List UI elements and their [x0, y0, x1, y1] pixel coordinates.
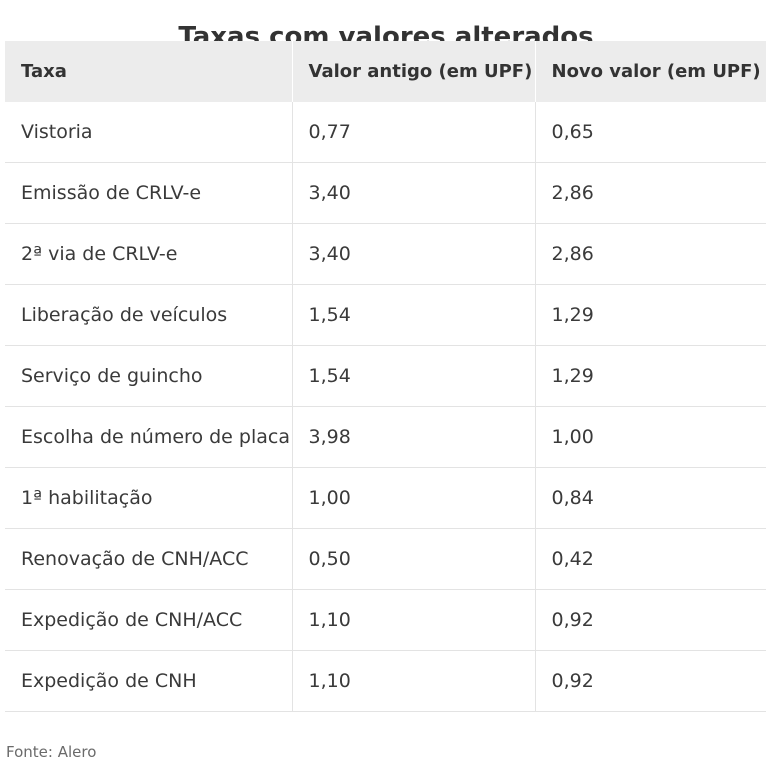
rates-table: Taxa Valor antigo (em UPF) Novo valor (e… — [5, 41, 766, 712]
table-row: Emissão de CRLV-e 3,40 2,86 — [5, 162, 766, 224]
table-row: 1ª habilitação 1,00 0,84 — [5, 467, 766, 529]
rates-table-container: Taxa Valor antigo (em UPF) Novo valor (e… — [5, 41, 766, 712]
cell-taxa: 2ª via de CRLV-e — [5, 223, 292, 285]
cell-valor-antigo: 0,50 — [291, 528, 535, 590]
cell-valor-antigo: 0,77 — [291, 102, 535, 163]
cell-novo-valor: 0,84 — [534, 467, 766, 529]
cell-novo-valor: 0,92 — [534, 650, 766, 712]
cell-taxa: Escolha de número de placa — [5, 406, 292, 468]
header-taxa: Taxa — [5, 41, 292, 102]
table-row: Escolha de número de placa 3,98 1,00 — [5, 406, 766, 468]
cell-novo-valor: 1,00 — [534, 406, 766, 468]
cell-taxa: Expedição de CNH/ACC — [5, 589, 292, 651]
cell-novo-valor: 1,29 — [534, 284, 766, 346]
cell-valor-antigo: 1,10 — [291, 589, 535, 651]
header-novo-valor: Novo valor (em UPF) — [534, 41, 766, 102]
cell-taxa: Expedição de CNH — [5, 650, 292, 712]
table-row: Expedição de CNH/ACC 1,10 0,92 — [5, 589, 766, 651]
table-body: Vistoria 0,77 0,65 Emissão de CRLV-e 3,4… — [5, 102, 766, 712]
cell-taxa: Vistoria — [5, 102, 292, 163]
cell-valor-antigo: 3,40 — [291, 162, 535, 224]
cell-taxa: Serviço de guincho — [5, 345, 292, 407]
cell-novo-valor: 2,86 — [534, 223, 766, 285]
cell-novo-valor: 1,29 — [534, 345, 766, 407]
cell-valor-antigo: 1,10 — [291, 650, 535, 712]
table-row: 2ª via de CRLV-e 3,40 2,86 — [5, 223, 766, 285]
cell-taxa: Renovação de CNH/ACC — [5, 528, 292, 590]
cell-valor-antigo: 1,00 — [291, 467, 535, 529]
cell-novo-valor: 2,86 — [534, 162, 766, 224]
table-row: Vistoria 0,77 0,65 — [5, 102, 766, 163]
cell-taxa: Emissão de CRLV-e — [5, 162, 292, 224]
cell-valor-antigo: 3,40 — [291, 223, 535, 285]
cell-taxa: 1ª habilitação — [5, 467, 292, 529]
source-note: Fonte: Alero — [6, 743, 97, 761]
table-row: Renovação de CNH/ACC 0,50 0,42 — [5, 528, 766, 590]
cell-novo-valor: 0,42 — [534, 528, 766, 590]
cell-taxa: Liberação de veículos — [5, 284, 292, 346]
cell-novo-valor: 0,65 — [534, 102, 766, 163]
cell-novo-valor: 0,92 — [534, 589, 766, 651]
table-header: Taxa Valor antigo (em UPF) Novo valor (e… — [5, 41, 766, 102]
cell-valor-antigo: 1,54 — [291, 284, 535, 346]
header-row: Taxa Valor antigo (em UPF) Novo valor (e… — [5, 41, 766, 102]
cell-valor-antigo: 3,98 — [291, 406, 535, 468]
table-row: Serviço de guincho 1,54 1,29 — [5, 345, 766, 407]
cell-valor-antigo: 1,54 — [291, 345, 535, 407]
table-row: Expedição de CNH 1,10 0,92 — [5, 650, 766, 712]
table-row: Liberação de veículos 1,54 1,29 — [5, 284, 766, 346]
header-valor-antigo: Valor antigo (em UPF) — [291, 41, 535, 102]
